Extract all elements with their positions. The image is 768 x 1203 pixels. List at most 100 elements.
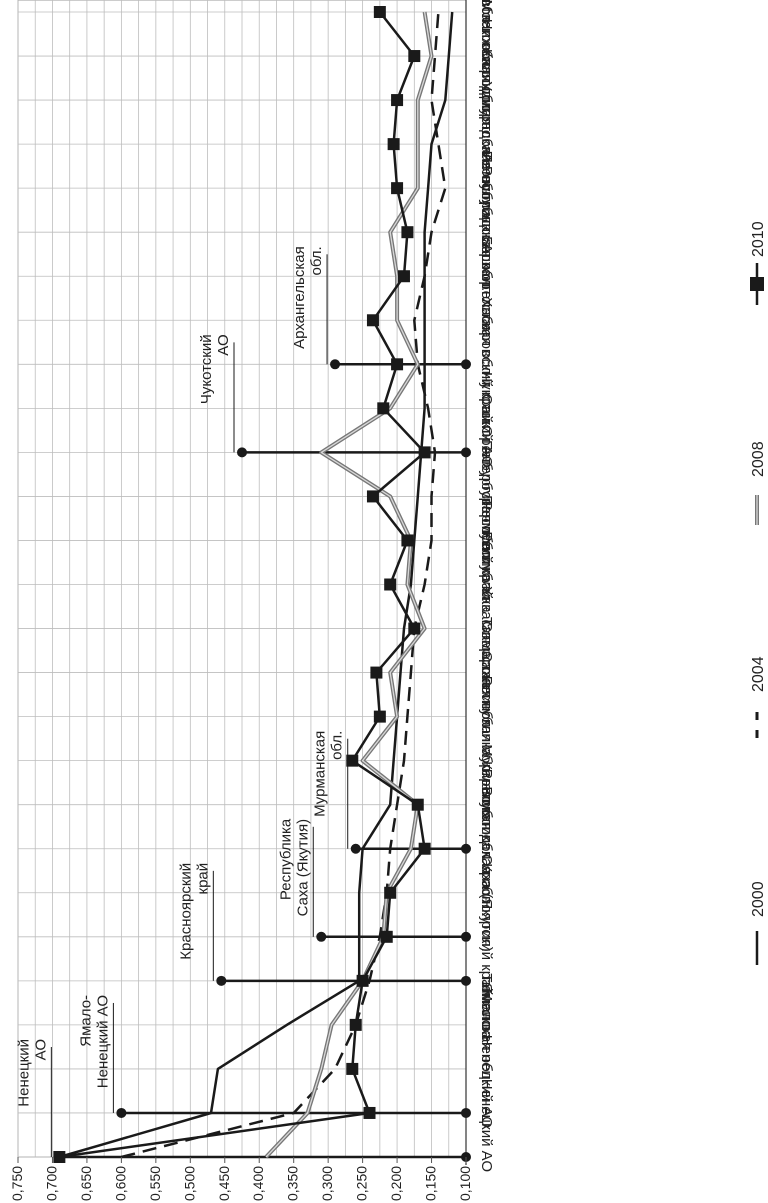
callout-label: Чукотский <box>198 334 215 404</box>
category-label: Республика Башкортостан <box>478 151 495 336</box>
category-label: Саратовская обл. <box>478 0 495 71</box>
data-point-2010 <box>418 842 431 855</box>
tick-label: 0,200 <box>388 1166 404 1201</box>
category-label: Самарская обл. <box>478 621 495 732</box>
category-label: Ленинградская обл. <box>478 153 495 291</box>
callout-dot <box>461 931 471 942</box>
callout-label: край <box>194 863 211 895</box>
category-label: Республика Татарстан <box>478 531 495 687</box>
category-label: Хабаровский край <box>478 297 495 423</box>
legend-marker <box>750 277 764 291</box>
category-label: г. Санкт-Петербург <box>478 382 495 512</box>
callout-label: обл. <box>329 731 346 760</box>
category-label: Московская обл. <box>478 0 495 115</box>
tick-label: 0,100 <box>457 1166 473 1201</box>
tick-label: 0,400 <box>250 1166 266 1201</box>
callout-label: Красноярский <box>177 863 194 960</box>
legend-item-2000: 2000 <box>750 881 767 965</box>
callout-label: Республика <box>277 818 294 900</box>
tick-label: 0,650 <box>78 1166 94 1201</box>
callout-dot <box>461 447 471 458</box>
category-label: Ямало-Ненецкий АО <box>478 983 495 1128</box>
callout-dot <box>461 359 471 370</box>
callout-label: Саха (Якутия) <box>294 819 311 917</box>
tick-label: 0,550 <box>147 1166 163 1201</box>
tick-label: 0,600 <box>112 1166 128 1201</box>
category-label: Архангельская обл. <box>478 243 495 379</box>
legend-item-2008: 2008 <box>750 441 767 525</box>
data-point-2010 <box>391 182 404 195</box>
category-label: Нижегородская обл. <box>478 19 495 159</box>
tick-label: 0,700 <box>43 1166 59 1201</box>
category-label: Ненецкий АО <box>478 1079 495 1172</box>
category-label: Калининградская обл. <box>478 49 495 203</box>
callout-label: Ненецкий АО <box>94 995 111 1088</box>
callout-dot <box>237 447 247 458</box>
tick-label: 0,750 <box>9 1166 25 1201</box>
legend-label: 2000 <box>750 881 767 917</box>
series-line-2004 <box>121 11 447 1159</box>
callout-label: АО <box>215 334 232 355</box>
data-point-2010 <box>387 138 400 151</box>
callout-dot <box>461 1107 471 1118</box>
legend-label: 2010 <box>750 221 767 257</box>
callout-label: Ямало- <box>77 995 94 1047</box>
data-point-2010 <box>411 798 424 811</box>
callout-dot <box>461 843 471 854</box>
callout-dot <box>350 843 361 854</box>
legend-label: 2008 <box>750 441 767 477</box>
data-point-2010 <box>349 1018 362 1031</box>
data-point-2010 <box>346 1062 359 1075</box>
callout-dot <box>461 975 471 986</box>
callout-label: Архангельская <box>291 246 308 349</box>
category-label: Оренбургская обл. <box>478 426 495 556</box>
callout-label: Ненецкий <box>15 1039 32 1107</box>
callout-label: АО <box>32 1039 49 1060</box>
data-point-2010 <box>391 94 404 107</box>
data-point-2010 <box>346 754 359 767</box>
grid <box>17 0 467 1165</box>
data-point-2010 <box>401 534 414 547</box>
category-label: г. Москва <box>478 977 495 1041</box>
data-point-2010 <box>418 446 431 459</box>
tick-label: 0,150 <box>423 1166 439 1201</box>
category-label: Красноярский край <box>478 863 495 996</box>
data-point-2010 <box>53 1151 66 1163</box>
series-line-2000 <box>59 11 454 1159</box>
data-point-2010 <box>408 622 421 635</box>
series-lines <box>53 6 454 1163</box>
category-label: Республика Карелия <box>478 676 495 820</box>
data-point-2010 <box>373 6 386 18</box>
data-point-2010 <box>391 358 404 371</box>
data-point-2010 <box>373 710 386 723</box>
category-label: Пермский край <box>478 495 495 599</box>
category-label: Сахалинская обл. <box>478 651 495 776</box>
data-point-2010 <box>401 226 414 239</box>
callout-dot <box>116 1107 127 1118</box>
data-point-2010 <box>370 666 383 679</box>
category-label: Республика Хакасия <box>478 501 495 644</box>
legend-label: 2004 <box>750 656 767 692</box>
data-point-2010 <box>408 50 421 63</box>
tick-label: 0,300 <box>319 1166 335 1201</box>
category-label: Вологодская обл. <box>478 786 495 907</box>
data-point-2010 <box>384 578 397 591</box>
tick-label: 0,350 <box>285 1166 301 1201</box>
callout-dot <box>216 975 227 986</box>
legend-item-2010: 2010 <box>750 221 767 305</box>
category-label: Мурманская обл. <box>478 744 495 863</box>
legend: 2000 2004 2008 2010 <box>750 221 767 965</box>
data-point-2010 <box>366 490 379 503</box>
tick-label: 0,500 <box>181 1166 197 1201</box>
callout-label: Мурманская <box>312 731 329 817</box>
data-point-2010 <box>356 974 369 987</box>
data-point-2010 <box>380 930 393 943</box>
category-label: Республика Саха (Якутия) <box>478 769 495 952</box>
legend-item-2004: 2004 <box>750 656 767 738</box>
callout-dot <box>316 931 327 942</box>
category-label: Тюменская обл. <box>478 973 495 1084</box>
category-label: Ульяновская обл. <box>478 0 495 27</box>
data-point-2010 <box>363 1106 376 1119</box>
